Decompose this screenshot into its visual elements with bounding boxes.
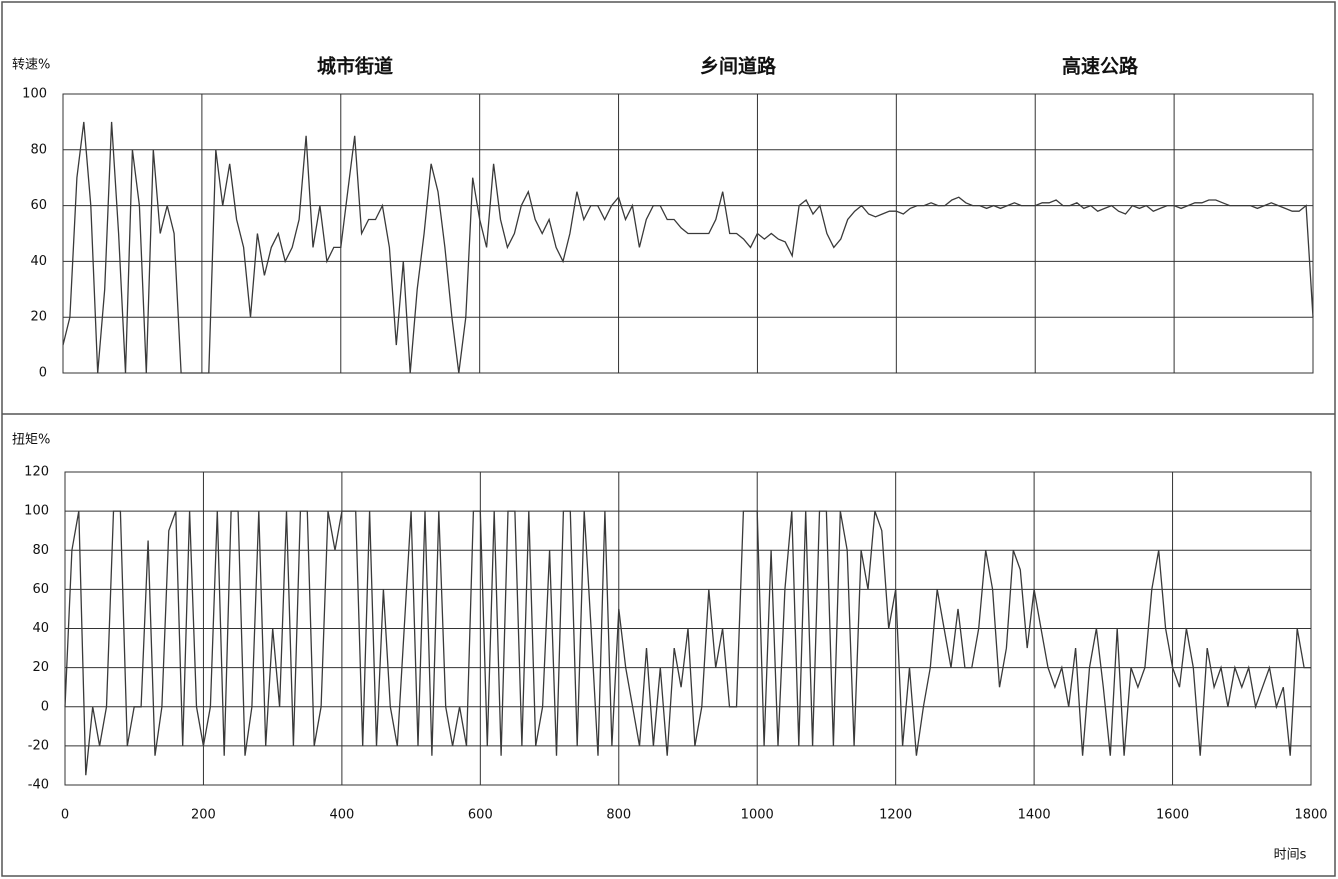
y-tick-label: 40: [32, 621, 49, 636]
x-tick-label: 800: [606, 808, 631, 823]
x-tick-label: 1800: [1294, 808, 1327, 823]
y-tick-label: 80: [30, 142, 47, 157]
y-tick-label: 20: [32, 660, 49, 675]
x-tick-label: 1000: [741, 808, 774, 823]
y-tick-label: 40: [30, 254, 47, 269]
y-tick-label: 120: [24, 465, 49, 480]
section-label: 城市街道: [317, 55, 393, 78]
x-tick-label: 600: [468, 808, 493, 823]
y-tick-label: 60: [30, 198, 47, 213]
y-tick-label: -40: [28, 778, 49, 793]
y-tick-label: 20: [30, 310, 47, 325]
x-tick-label: 1200: [879, 808, 912, 823]
y-tick-label: 60: [32, 582, 49, 597]
y-tick-label: 0: [41, 699, 49, 714]
y-tick-label: 100: [22, 87, 47, 102]
section-label: 乡间道路: [700, 55, 777, 78]
x-axis-title: 时间s: [1274, 848, 1307, 863]
section-label: 高速公路: [1062, 55, 1139, 78]
y-axis-title: 扭矩%: [12, 433, 50, 448]
y-tick-label: -20: [28, 738, 49, 753]
x-tick-label: 400: [329, 808, 354, 823]
y-axis-title: 转速%: [12, 58, 50, 73]
x-tick-label: 0: [61, 808, 69, 823]
x-tick-label: 200: [191, 808, 216, 823]
x-tick-label: 1400: [1018, 808, 1051, 823]
x-tick-label: 1600: [1156, 808, 1189, 823]
data-line: [64, 510, 1311, 776]
y-tick-label: 80: [32, 543, 49, 558]
y-tick-label: 100: [24, 504, 49, 519]
y-tick-label: 0: [39, 366, 47, 381]
data-line: [62, 121, 1314, 374]
